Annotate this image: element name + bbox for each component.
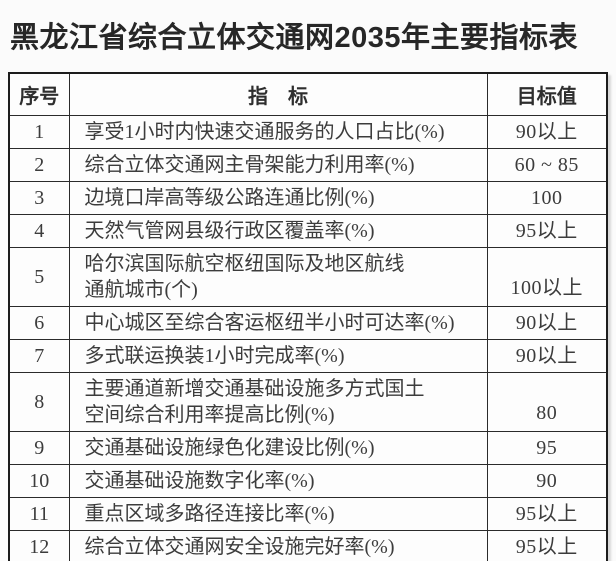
- row-target: 95以上: [486, 496, 608, 531]
- row-serial: 2: [8, 147, 70, 182]
- row-target: 80: [486, 371, 608, 432]
- row-serial: 9: [8, 430, 70, 465]
- row-target: 90以上: [486, 338, 608, 373]
- table-row: 3 边境口岸高等级公路连通比例(%) 100: [8, 180, 608, 215]
- row-target: 95以上: [486, 213, 608, 248]
- row-target: 95: [486, 430, 608, 465]
- row-indicator: 享受1小时内快速交通服务的人口占比(%): [68, 114, 488, 149]
- table-row: 10 交通基础设施数字化率(%) 90: [8, 463, 608, 498]
- row-target: 90: [486, 463, 608, 498]
- row-indicator: 天然气管网县级行政区覆盖率(%): [68, 213, 488, 248]
- row-serial: 3: [8, 180, 70, 215]
- table-row: 5 哈尔滨国际航空枢纽国际及地区航线 通航城市(个) 100以上: [8, 246, 608, 307]
- column-header-indicator: 指 标: [68, 72, 488, 116]
- row-indicator: 重点区域多路径连接比率(%): [68, 496, 488, 531]
- row-indicator: 边境口岸高等级公路连通比例(%): [68, 180, 488, 215]
- table-row: 12 综合立体交通网安全设施完好率(%) 95以上: [8, 529, 608, 561]
- table-row: 8 主要通道新增交通基础设施多方式国土 空间综合利用率提高比例(%) 80: [8, 371, 608, 432]
- indicator-table: 序号 指 标 目标值 1 享受1小时内快速交通服务的人口占比(%) 90以上 2…: [8, 72, 608, 561]
- row-target: 100以上: [486, 246, 608, 307]
- table-row: 6 中心城区至综合客运枢纽半小时可达率(%) 90以上: [8, 305, 608, 340]
- table-row: 2 综合立体交通网主骨架能力利用率(%) 60 ~ 85: [8, 147, 608, 182]
- row-indicator: 多式联运换装1小时完成率(%): [68, 338, 488, 373]
- row-serial: 12: [8, 529, 70, 561]
- table-header-row: 序号 指 标 目标值: [8, 72, 608, 116]
- row-indicator: 交通基础设施数字化率(%): [68, 463, 488, 498]
- row-serial: 1: [8, 114, 70, 149]
- row-serial: 5: [8, 246, 70, 307]
- row-serial: 10: [8, 463, 70, 498]
- table-row: 4 天然气管网县级行政区覆盖率(%) 95以上: [8, 213, 608, 248]
- row-indicator: 中心城区至综合客运枢纽半小时可达率(%): [68, 305, 488, 340]
- row-indicator: 交通基础设施绿色化建设比例(%): [68, 430, 488, 465]
- row-target: 90以上: [486, 305, 608, 340]
- table-row: 9 交通基础设施绿色化建设比例(%) 95: [8, 430, 608, 465]
- table-row: 11 重点区域多路径连接比率(%) 95以上: [8, 496, 608, 531]
- row-target: 100: [486, 180, 608, 215]
- row-indicator: 综合立体交通网主骨架能力利用率(%): [68, 147, 488, 182]
- page-title: 黑龙江省综合立体交通网2035年主要指标表: [10, 22, 579, 54]
- row-target: 90以上: [486, 114, 608, 149]
- table-row: 1 享受1小时内快速交通服务的人口占比(%) 90以上: [8, 114, 608, 149]
- row-indicator: 哈尔滨国际航空枢纽国际及地区航线 通航城市(个): [68, 246, 488, 307]
- table-row: 7 多式联运换装1小时完成率(%) 90以上: [8, 338, 608, 373]
- row-serial: 11: [8, 496, 70, 531]
- row-serial: 6: [8, 305, 70, 340]
- column-header-serial: 序号: [8, 72, 70, 116]
- row-serial: 8: [8, 371, 70, 432]
- row-target: 95以上: [486, 529, 608, 561]
- row-indicator: 主要通道新增交通基础设施多方式国土 空间综合利用率提高比例(%): [68, 371, 488, 432]
- row-serial: 4: [8, 213, 70, 248]
- row-indicator: 综合立体交通网安全设施完好率(%): [68, 529, 488, 561]
- row-target: 60 ~ 85: [486, 147, 608, 182]
- row-serial: 7: [8, 338, 70, 373]
- column-header-target: 目标值: [486, 72, 608, 116]
